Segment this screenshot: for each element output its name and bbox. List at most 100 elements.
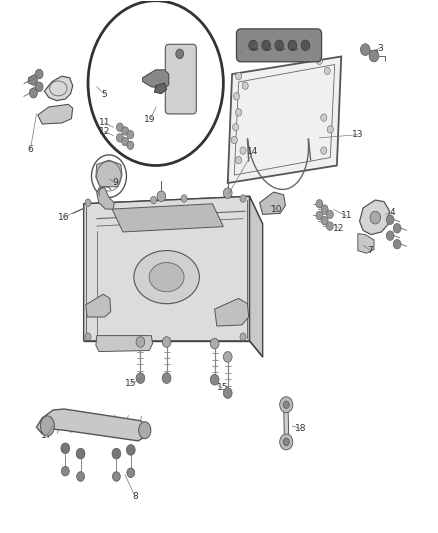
- Circle shape: [288, 40, 297, 51]
- Circle shape: [157, 191, 166, 201]
- Text: 16: 16: [58, 213, 70, 222]
- Circle shape: [233, 124, 239, 131]
- Circle shape: [280, 397, 293, 413]
- Polygon shape: [44, 76, 73, 101]
- Text: 19: 19: [144, 115, 156, 124]
- Polygon shape: [86, 294, 111, 317]
- Circle shape: [326, 222, 333, 230]
- Text: 14: 14: [247, 147, 259, 156]
- Circle shape: [112, 448, 121, 459]
- Text: 1: 1: [235, 51, 240, 59]
- Circle shape: [386, 215, 394, 224]
- Text: 4: 4: [389, 208, 395, 217]
- Circle shape: [321, 114, 327, 122]
- Text: 11: 11: [99, 118, 110, 127]
- Circle shape: [210, 374, 219, 385]
- Text: 8: 8: [26, 77, 32, 86]
- Circle shape: [369, 50, 379, 62]
- Circle shape: [301, 40, 310, 51]
- Text: 8: 8: [132, 492, 138, 501]
- Polygon shape: [143, 70, 169, 88]
- Polygon shape: [38, 104, 73, 124]
- Circle shape: [61, 443, 70, 454]
- Polygon shape: [358, 233, 374, 253]
- Polygon shape: [36, 409, 149, 441]
- Circle shape: [231, 136, 237, 144]
- Circle shape: [262, 40, 271, 51]
- Circle shape: [242, 82, 248, 90]
- Text: 12: 12: [99, 127, 110, 136]
- Polygon shape: [96, 336, 152, 352]
- Circle shape: [370, 211, 381, 224]
- Ellipse shape: [149, 263, 184, 292]
- Circle shape: [236, 157, 242, 164]
- Polygon shape: [250, 196, 263, 357]
- Circle shape: [316, 211, 323, 220]
- Polygon shape: [97, 188, 114, 209]
- Circle shape: [136, 373, 145, 383]
- Circle shape: [88, 1, 223, 165]
- Circle shape: [236, 109, 242, 116]
- Circle shape: [117, 123, 124, 132]
- Circle shape: [117, 134, 124, 142]
- Text: 10: 10: [271, 205, 283, 214]
- Circle shape: [321, 147, 327, 155]
- Text: 18: 18: [295, 424, 307, 433]
- Circle shape: [35, 82, 43, 92]
- Text: 17: 17: [41, 431, 52, 440]
- Polygon shape: [284, 402, 289, 445]
- Circle shape: [316, 199, 323, 208]
- Circle shape: [275, 40, 284, 51]
- Circle shape: [223, 188, 232, 198]
- Circle shape: [176, 49, 184, 59]
- Circle shape: [85, 333, 91, 341]
- Circle shape: [29, 76, 37, 85]
- Circle shape: [181, 195, 187, 202]
- Circle shape: [236, 72, 242, 80]
- Circle shape: [162, 337, 171, 348]
- Circle shape: [127, 445, 135, 455]
- Text: 3: 3: [377, 44, 382, 53]
- Circle shape: [210, 338, 219, 349]
- Circle shape: [127, 131, 134, 139]
- Circle shape: [35, 69, 43, 79]
- Circle shape: [76, 448, 85, 459]
- Text: 9: 9: [112, 178, 118, 187]
- Circle shape: [280, 434, 293, 450]
- Polygon shape: [96, 160, 122, 187]
- Circle shape: [127, 141, 134, 150]
- Circle shape: [113, 472, 120, 481]
- Polygon shape: [260, 192, 286, 214]
- FancyBboxPatch shape: [237, 29, 321, 62]
- Circle shape: [283, 438, 289, 446]
- Circle shape: [233, 93, 240, 100]
- Polygon shape: [228, 56, 341, 183]
- Polygon shape: [215, 298, 249, 326]
- Circle shape: [249, 40, 258, 51]
- Polygon shape: [84, 196, 250, 341]
- Circle shape: [29, 88, 37, 98]
- Circle shape: [321, 205, 328, 213]
- Circle shape: [316, 57, 322, 64]
- Text: 5: 5: [102, 90, 107, 99]
- Circle shape: [326, 210, 333, 219]
- Polygon shape: [84, 196, 263, 231]
- Circle shape: [240, 147, 246, 155]
- Polygon shape: [360, 200, 389, 235]
- Circle shape: [85, 199, 91, 206]
- Circle shape: [321, 216, 328, 225]
- Ellipse shape: [40, 416, 54, 436]
- Circle shape: [386, 231, 394, 240]
- Circle shape: [77, 472, 85, 481]
- Circle shape: [240, 333, 246, 341]
- Ellipse shape: [134, 251, 199, 304]
- Circle shape: [223, 387, 232, 398]
- Circle shape: [393, 223, 401, 233]
- Circle shape: [136, 337, 145, 348]
- Text: 7: 7: [367, 246, 373, 255]
- Text: 6: 6: [28, 145, 33, 154]
- Text: 11: 11: [341, 212, 352, 221]
- Polygon shape: [154, 83, 166, 94]
- Circle shape: [61, 466, 69, 476]
- Circle shape: [162, 373, 171, 383]
